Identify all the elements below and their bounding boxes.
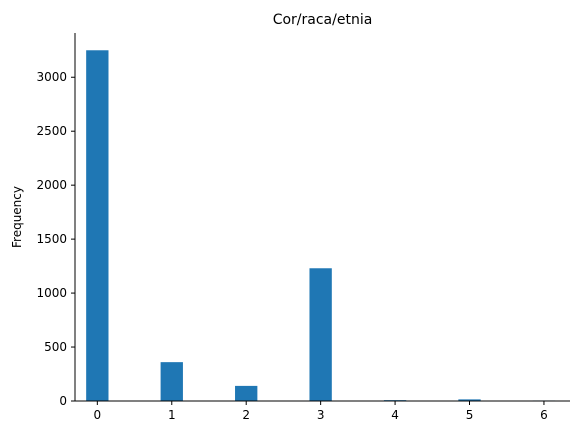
x-tick-label: 5: [466, 408, 474, 422]
y-axis-ticks: 0 500 1000 1500 2000 2500 3000: [36, 70, 75, 408]
y-tick-label: 500: [44, 340, 67, 354]
y-axis-label: Frequency: [10, 186, 24, 248]
y-tick-label: 1000: [36, 286, 67, 300]
x-tick-label: 0: [94, 408, 102, 422]
bar-5: [458, 399, 481, 401]
bars-group: [86, 50, 556, 402]
x-tick-label: 2: [242, 408, 250, 422]
x-tick-label: 1: [168, 408, 176, 422]
y-tick-label: 0: [59, 394, 67, 408]
x-tick-label: 3: [317, 408, 325, 422]
chart-title: Cor/raca/etnia: [273, 12, 373, 28]
x-tick-label: 6: [540, 408, 548, 422]
x-axis-ticks: 0 1 2 3 4 5 6: [94, 401, 548, 422]
bar-1: [160, 362, 183, 401]
bar-3: [309, 268, 332, 401]
y-tick-label: 2000: [36, 178, 67, 192]
bar-2: [235, 385, 258, 401]
bar-0: [86, 50, 109, 402]
y-tick-label: 2500: [36, 124, 67, 138]
x-tick-label: 4: [391, 408, 399, 422]
y-tick-label: 1500: [36, 232, 67, 246]
y-tick-label: 3000: [36, 70, 67, 84]
